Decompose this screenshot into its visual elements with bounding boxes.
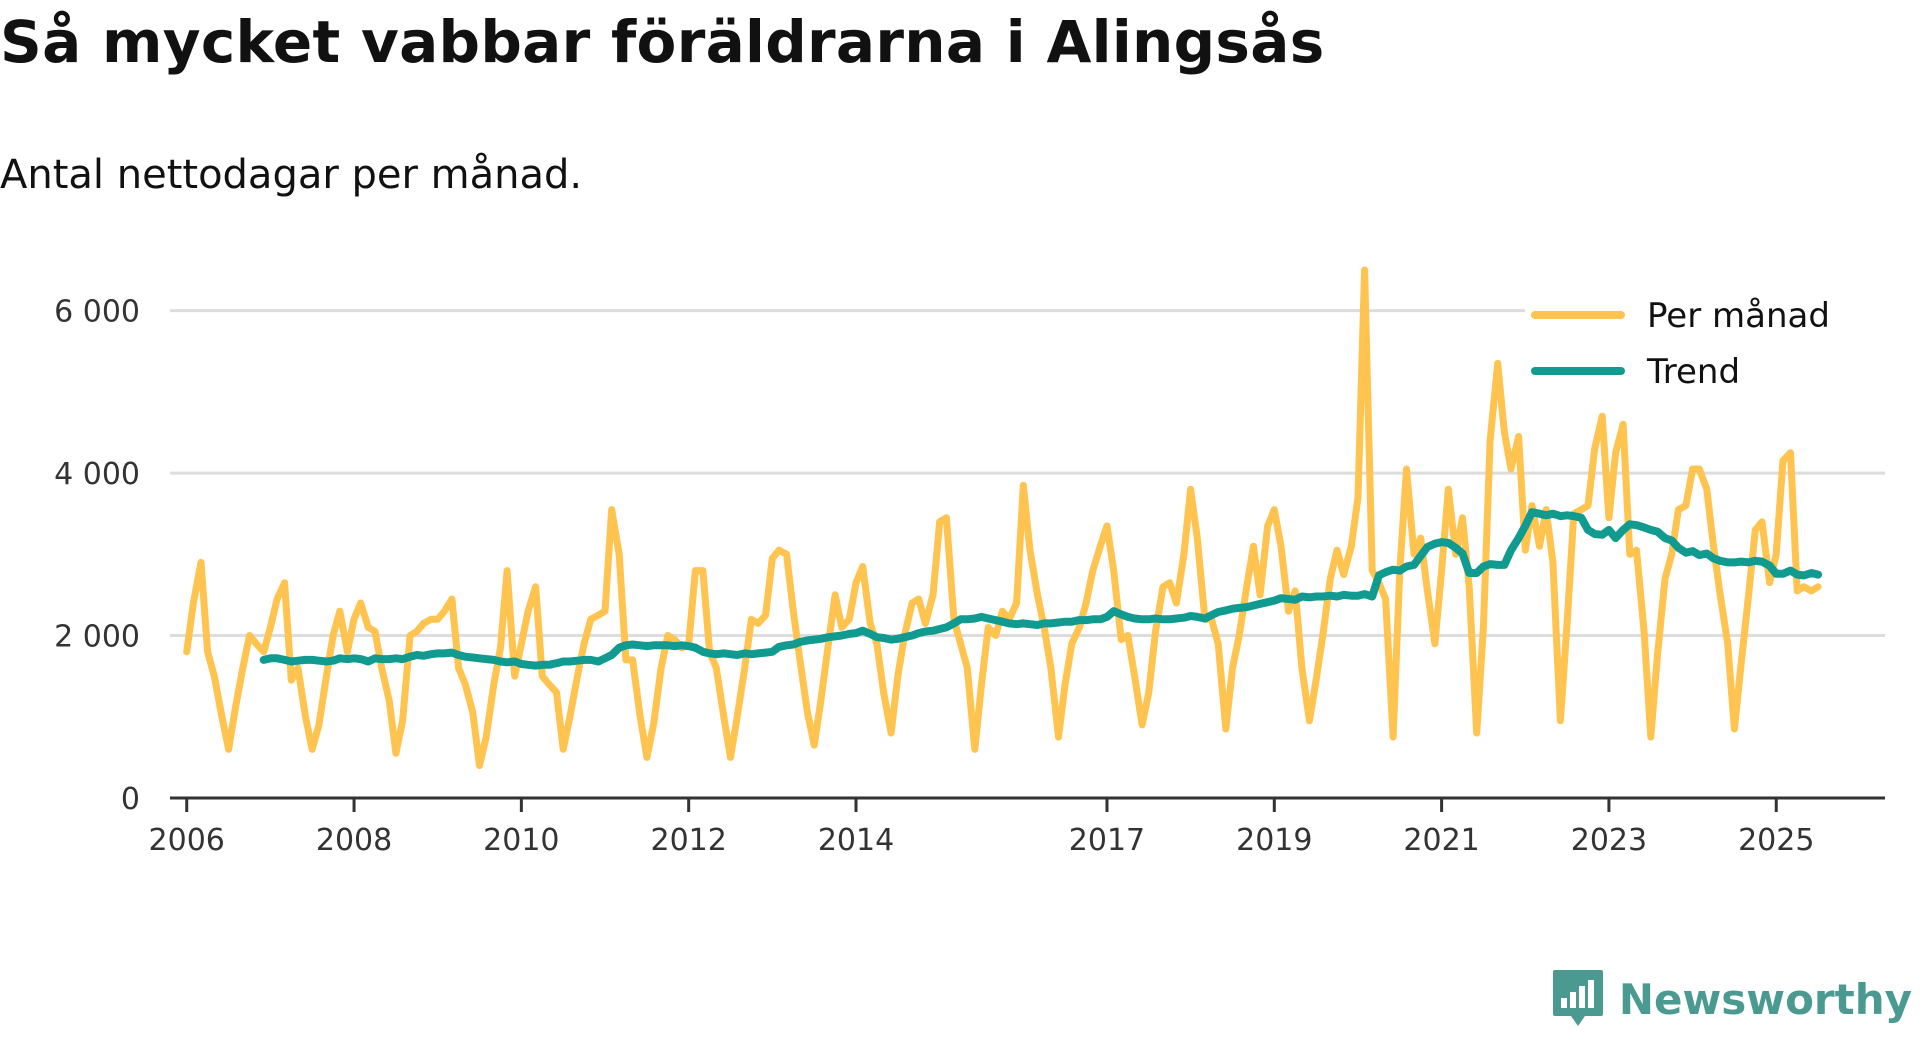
x-tick-label: 2014 <box>818 823 894 858</box>
x-tick-label: 2019 <box>1236 823 1312 858</box>
line-chart: 0 2 000 4 000 6 000 2006 2008 2010 2012 2014 201… <box>54 266 1890 858</box>
series-layer <box>183 266 1823 769</box>
x-axis-ticks: 2006 2008 2010 2012 2014 2017 2019 2021 2023 2025 <box>149 796 1885 858</box>
x-tick-label: 2025 <box>1738 823 1814 858</box>
brand-name: Newsworthy <box>1618 974 1912 1024</box>
x-tick-label: 2021 <box>1403 823 1479 858</box>
x-tick-label: 2008 <box>316 823 392 858</box>
y-tick-label: 0 <box>121 782 140 817</box>
x-tick-label: 2010 <box>483 823 559 858</box>
y-tick-label: 6 000 <box>54 295 140 330</box>
x-tick-label: 2012 <box>651 823 727 858</box>
series-line-trend <box>259 508 1823 670</box>
y-tick-label: 2 000 <box>54 620 140 655</box>
legend-label: Trend <box>1646 352 1740 392</box>
newsworthy-logo-icon <box>1552 970 1603 1026</box>
chart-title: Så mycket vabbar föräldrarna i Alingsås <box>0 8 1325 76</box>
chart-subtitle: Antal nettodagar per månad. <box>0 152 583 198</box>
y-axis-ticks: 0 2 000 4 000 6 000 <box>54 295 140 817</box>
y-tick-label: 4 000 <box>54 457 140 492</box>
legend[interactable]: Per månad Trend <box>1525 281 1890 392</box>
legend-label: Per månad <box>1647 296 1830 336</box>
x-tick-label: 2006 <box>149 823 225 858</box>
x-tick-label: 2017 <box>1069 823 1145 858</box>
newsworthy-brand[interactable]: Newsworthy <box>1551 968 1912 1030</box>
series-line-per-manad <box>183 266 1822 769</box>
x-tick-label: 2023 <box>1571 823 1647 858</box>
